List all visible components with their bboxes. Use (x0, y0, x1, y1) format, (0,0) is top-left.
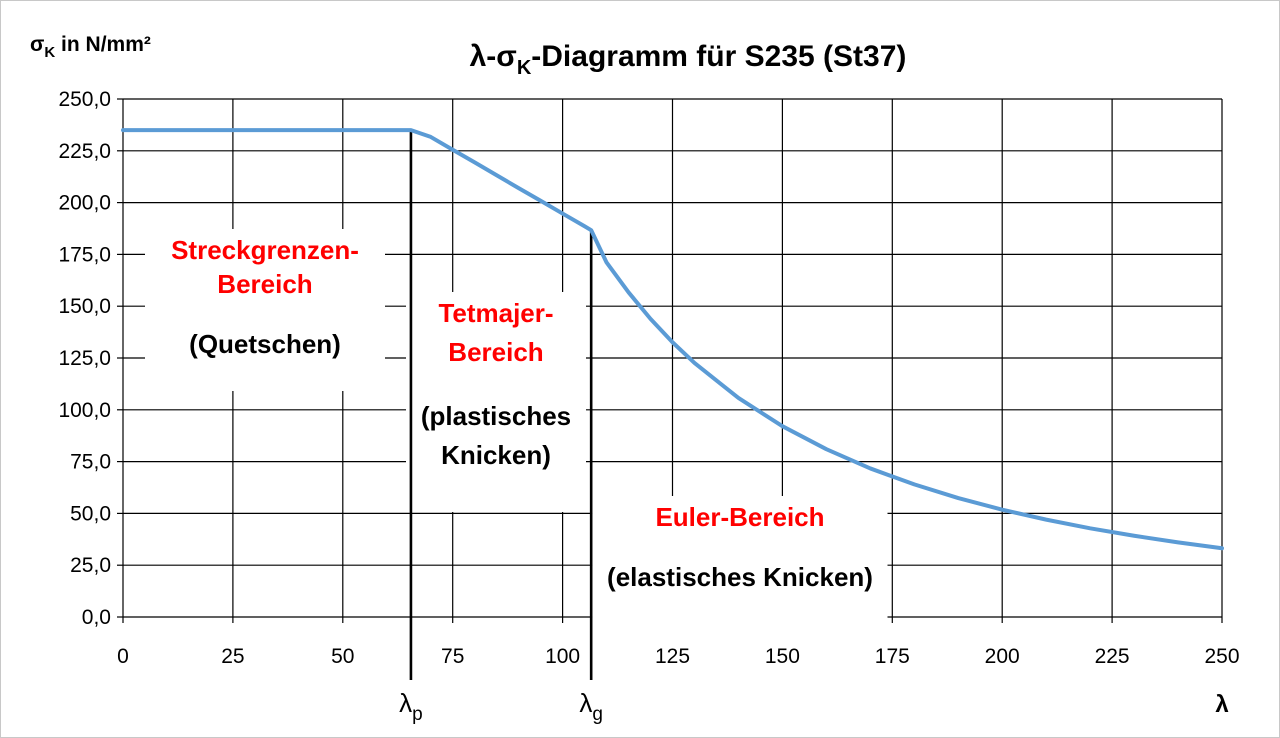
marker-label-p: λp (399, 688, 423, 725)
series-layer (121, 128, 1224, 551)
annotation-title-euler: Euler-Bereich (655, 502, 824, 532)
x-tick-labels: 0 25 50 75 100 125 150 175 200 225 250 (117, 645, 1239, 668)
annotation-title-tetmajer: Bereich (448, 337, 543, 367)
x-tick-label: 200 (985, 645, 1020, 668)
annotation-background-tetmajer (406, 292, 586, 512)
x-tick-label: 0 (117, 645, 129, 668)
y-tick-label: 50,0 (70, 502, 111, 525)
y-axis-label: σK in N/mm² (30, 33, 151, 61)
x-tick-label: 175 (875, 645, 910, 668)
annotation-sub-euler: (elastisches Knicken) (607, 562, 873, 592)
x-tick-label: 250 (1204, 645, 1239, 668)
x-tick-label: 25 (221, 645, 244, 668)
marker-label-g: λg (579, 688, 603, 725)
region-annotations: Streckgrenzen- Bereich (Quetschen) Tetmajer… (145, 229, 888, 624)
chart-title: λ-σK-Diagramm für S235 (St37) (470, 40, 907, 79)
x-tick-label: 100 (545, 645, 580, 668)
y-tick-label: 0,0 (82, 606, 111, 629)
y-tick-label: 250,0 (58, 88, 111, 111)
x-tick-label: 225 (1095, 645, 1130, 668)
y-tick-labels: 0,0 25,0 50,0 75,0 100,0 125,0 150,0 175,0 200,0… (58, 88, 111, 629)
y-tick-label: 175,0 (58, 243, 111, 266)
annotation-background-euler (592, 496, 888, 624)
y-tick-label: 75,0 (70, 451, 111, 474)
annotation-sub-tetmajer: (plastisches (421, 401, 571, 431)
annotation-sub-streck: (Quetschen) (189, 329, 341, 359)
y-tick-label: 125,0 (58, 347, 111, 370)
annotation-title-streck: Streckgrenzen- (171, 235, 359, 265)
y-tick-label: 200,0 (58, 192, 111, 215)
y-tick-label: 25,0 (70, 554, 111, 577)
y-tick-label: 100,0 (58, 399, 111, 422)
x-tick-label: 125 (655, 645, 690, 668)
x-tick-label: 75 (441, 645, 464, 668)
series-line (121, 128, 1224, 551)
marker-lines (409, 130, 593, 680)
annotation-title-tetmajer: Tetmajer- (438, 298, 553, 328)
y-tick-label: 225,0 (58, 140, 111, 163)
x-tick-label: 150 (765, 645, 800, 668)
annotation-background-streck (145, 229, 385, 391)
annotation-title-streck: Bereich (217, 269, 312, 299)
x-axis-label: λ (1215, 691, 1228, 718)
marker-labels: λp λg (399, 688, 603, 725)
y-tick-label: 150,0 (58, 295, 111, 318)
x-tick-label: 50 (331, 645, 354, 668)
annotation-sub-tetmajer: Knicken) (441, 440, 551, 470)
